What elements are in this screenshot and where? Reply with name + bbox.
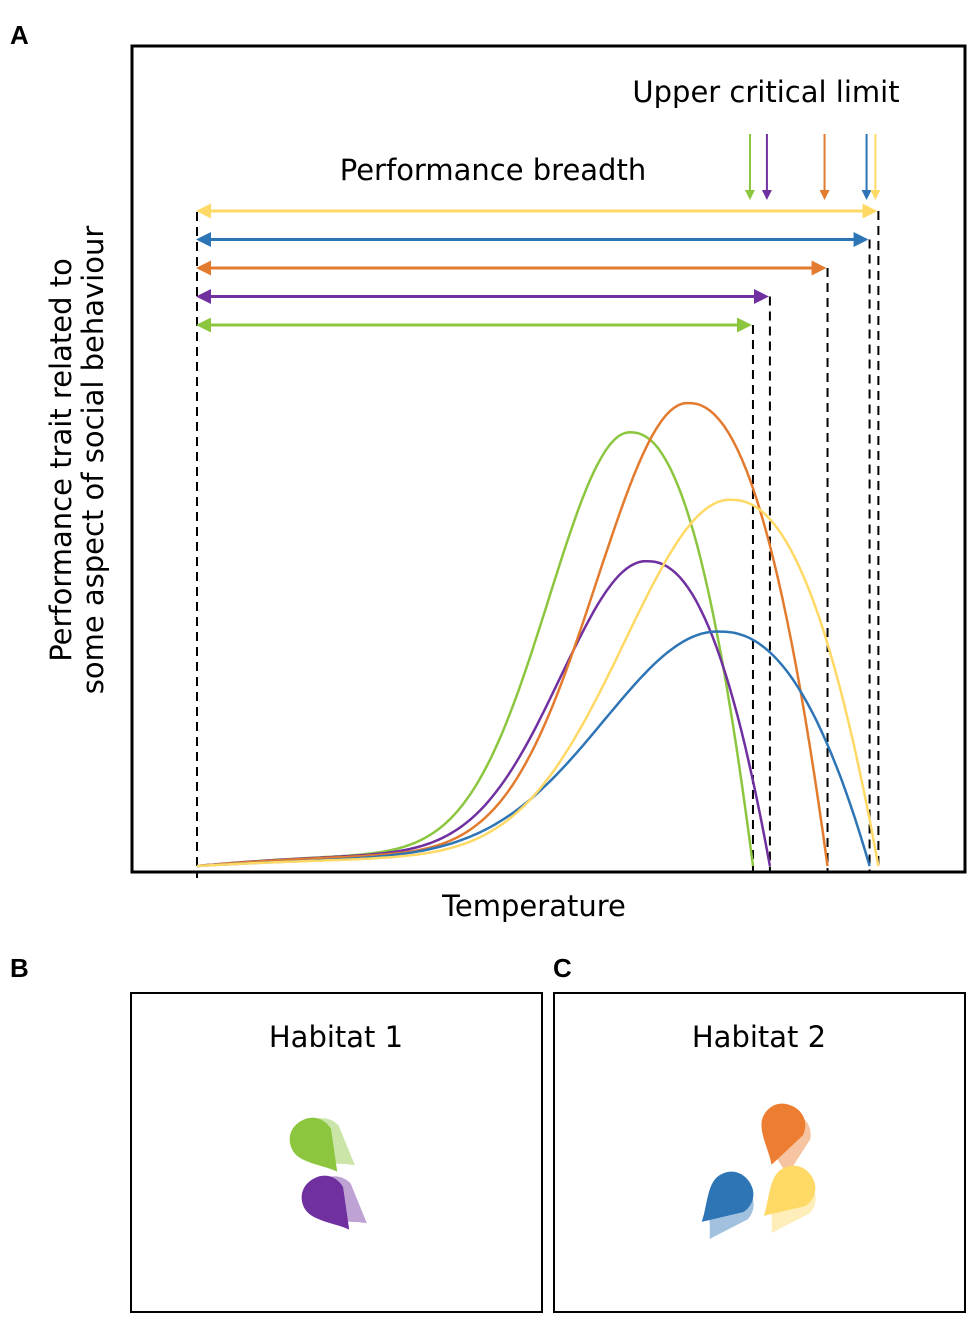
individual-purple	[301, 1175, 367, 1230]
habitat-2-individuals	[701, 1103, 816, 1239]
individual-green	[289, 1117, 355, 1172]
habitat-1-individuals	[289, 1117, 367, 1230]
performance-breadth-label: Performance breadth	[340, 153, 646, 187]
x-axis-label: Temperature	[441, 889, 626, 923]
performance-curve-green	[196, 431, 755, 868]
habitat-2-frame	[553, 992, 966, 1313]
individual-yellow	[763, 1165, 816, 1233]
thermal-performance-chart: Upper critical limit Performance breadth…	[44, 44, 967, 923]
y-axis-label-line-2: some aspect of social behaviour	[76, 226, 110, 695]
individual-blue	[701, 1171, 754, 1239]
habitat-1-title: Habitat 1	[269, 1020, 403, 1054]
y-axis-label-line-1: Performance trait related to	[44, 258, 78, 662]
upper-critical-limit-arrows	[744, 134, 881, 200]
panel-b-label: B	[10, 953, 29, 983]
habitat-2-panel: Habitat 2	[553, 992, 966, 1313]
upper-critical-limit-label: Upper critical limit	[632, 75, 899, 109]
habitat-1-panel: Habitat 1	[130, 992, 543, 1313]
individual-orange	[761, 1103, 811, 1176]
performance-curve-orange	[196, 401, 829, 868]
performance-curves	[196, 401, 880, 868]
habitat-2-title: Habitat 2	[692, 1020, 826, 1054]
plot-frame	[130, 44, 967, 874]
performance-curve-yellow	[196, 498, 880, 868]
habitat-1-frame	[130, 992, 543, 1313]
panel-a-label: A	[10, 20, 29, 50]
performance-breadth-arrows	[196, 203, 878, 333]
panel-c-label: C	[553, 953, 572, 983]
critical-limit-lines	[196, 211, 880, 878]
